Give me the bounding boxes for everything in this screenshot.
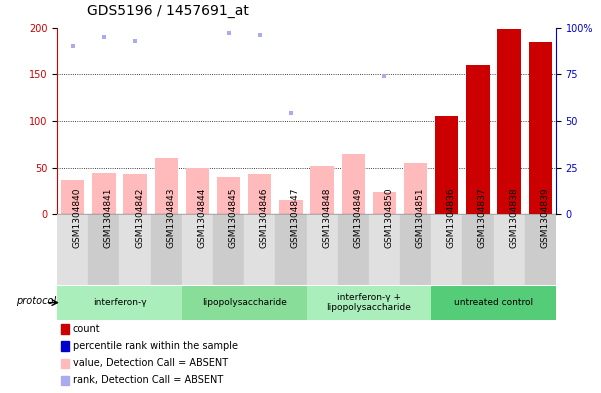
Text: percentile rank within the sample: percentile rank within the sample bbox=[73, 341, 238, 351]
Text: untreated control: untreated control bbox=[454, 298, 533, 307]
Bar bbox=[248, 174, 272, 214]
Bar bbox=[92, 173, 115, 214]
Bar bbox=[279, 200, 303, 214]
FancyBboxPatch shape bbox=[182, 286, 307, 320]
Text: GSM1304836: GSM1304836 bbox=[447, 187, 456, 248]
Bar bbox=[120, 214, 151, 285]
Text: GSM1304839: GSM1304839 bbox=[540, 187, 549, 248]
Text: lipopolysaccharide: lipopolysaccharide bbox=[202, 298, 287, 307]
Text: GSM1304842: GSM1304842 bbox=[135, 187, 144, 248]
Bar bbox=[338, 214, 369, 285]
Bar bbox=[404, 163, 427, 214]
Bar bbox=[61, 358, 69, 368]
Bar bbox=[529, 42, 552, 214]
FancyBboxPatch shape bbox=[432, 286, 556, 320]
Text: GDS5196 / 1457691_at: GDS5196 / 1457691_at bbox=[87, 4, 249, 18]
Bar bbox=[88, 214, 120, 285]
FancyBboxPatch shape bbox=[307, 286, 432, 320]
Bar bbox=[307, 214, 338, 285]
Text: GSM1304844: GSM1304844 bbox=[197, 187, 206, 248]
Text: rank, Detection Call = ABSENT: rank, Detection Call = ABSENT bbox=[73, 375, 223, 386]
Text: GSM1304838: GSM1304838 bbox=[509, 187, 518, 248]
Text: protocol: protocol bbox=[16, 296, 56, 306]
Text: GSM1304840: GSM1304840 bbox=[73, 187, 82, 248]
Text: GSM1304845: GSM1304845 bbox=[228, 187, 237, 248]
Bar bbox=[462, 214, 493, 285]
Bar bbox=[432, 214, 462, 285]
Text: GSM1304848: GSM1304848 bbox=[322, 187, 331, 248]
Text: interferon-γ: interferon-γ bbox=[93, 298, 146, 307]
Text: interferon-γ +
lipopolysaccharide: interferon-γ + lipopolysaccharide bbox=[326, 293, 411, 312]
Text: GSM1304843: GSM1304843 bbox=[166, 187, 175, 248]
Bar bbox=[310, 165, 334, 214]
Bar bbox=[498, 29, 521, 214]
Text: GSM1304850: GSM1304850 bbox=[385, 187, 394, 248]
Bar bbox=[369, 214, 400, 285]
Bar bbox=[275, 214, 307, 285]
Text: GSM1304837: GSM1304837 bbox=[478, 187, 487, 248]
Bar bbox=[61, 342, 69, 351]
FancyBboxPatch shape bbox=[57, 286, 182, 320]
Bar bbox=[154, 158, 178, 214]
Text: GSM1304846: GSM1304846 bbox=[260, 187, 269, 248]
Bar bbox=[493, 214, 525, 285]
Text: value, Detection Call = ABSENT: value, Detection Call = ABSENT bbox=[73, 358, 228, 368]
Bar bbox=[213, 214, 244, 285]
Bar bbox=[244, 214, 275, 285]
Bar bbox=[151, 214, 182, 285]
Text: GSM1304847: GSM1304847 bbox=[291, 187, 300, 248]
Bar bbox=[341, 154, 365, 214]
Bar bbox=[186, 167, 209, 214]
Text: count: count bbox=[73, 324, 100, 334]
Bar bbox=[525, 214, 556, 285]
Bar bbox=[373, 192, 396, 214]
Bar bbox=[57, 214, 88, 285]
Bar bbox=[400, 214, 432, 285]
Bar bbox=[182, 214, 213, 285]
Text: GSM1304851: GSM1304851 bbox=[416, 187, 425, 248]
Bar bbox=[217, 177, 240, 214]
Bar bbox=[466, 65, 490, 214]
Bar bbox=[435, 116, 459, 214]
Text: GSM1304841: GSM1304841 bbox=[104, 187, 113, 248]
Bar bbox=[61, 324, 69, 334]
Bar bbox=[123, 174, 147, 214]
Bar bbox=[61, 376, 69, 385]
Bar bbox=[61, 180, 84, 214]
Text: GSM1304849: GSM1304849 bbox=[353, 187, 362, 248]
